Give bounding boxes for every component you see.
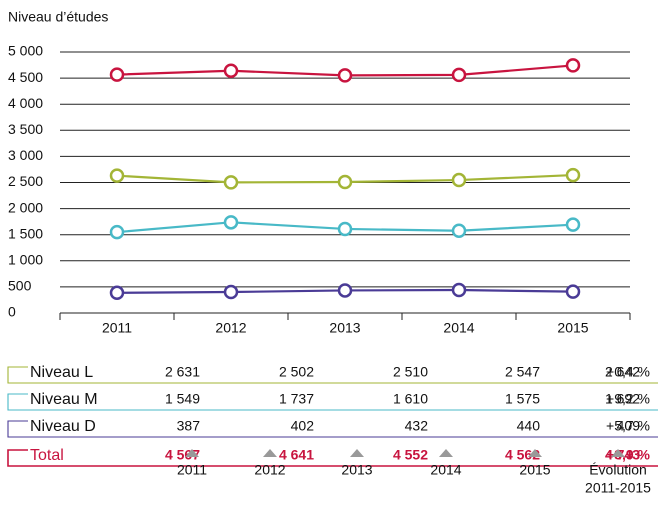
x-tick-label: 2015 — [557, 320, 588, 336]
table-value: 402 — [291, 418, 315, 434]
table-value: 4 552 — [393, 447, 428, 463]
x-tick-label: 2014 — [443, 320, 474, 336]
legend-label: Niveau L — [30, 364, 93, 381]
y-tick-label: 2 500 — [8, 173, 43, 189]
table-value: 1 610 — [393, 391, 428, 407]
legend-label: Niveau D — [30, 418, 96, 435]
table-year: 2011 — [177, 462, 207, 478]
table-value: 2 642 — [605, 364, 640, 380]
marker — [451, 172, 467, 188]
marker — [223, 175, 239, 190]
marker — [337, 174, 353, 190]
marker — [109, 67, 125, 82]
marker — [223, 215, 239, 230]
marker — [565, 58, 581, 73]
arrow — [350, 449, 364, 457]
legend-label: Total — [30, 447, 64, 464]
table-value: 2 631 — [165, 364, 200, 380]
y-tick-label: 4 500 — [8, 69, 43, 85]
table-value: 1 737 — [279, 391, 314, 407]
y-tick-label: 500 — [8, 278, 32, 294]
table-value: 2 502 — [279, 364, 314, 380]
row-rule — [7, 420, 658, 438]
marker — [451, 282, 467, 298]
y-tick-label: 2 000 — [8, 199, 43, 215]
marker — [451, 67, 467, 83]
table-year: 2015 — [519, 462, 550, 478]
evolution-header: Évolution — [589, 462, 647, 478]
marker — [109, 285, 125, 301]
table-year: 2013 — [341, 462, 372, 478]
x-tick-label: 2013 — [329, 320, 360, 336]
marker — [565, 217, 581, 232]
arrow — [263, 449, 277, 457]
row-rule — [7, 366, 658, 384]
table-value: 440 — [517, 418, 541, 434]
marker — [565, 284, 581, 299]
marker — [223, 284, 239, 300]
table-value: 1 692 — [605, 391, 640, 407]
evolution-value: +0,4 % — [606, 364, 650, 380]
y-tick-label: 1 500 — [8, 225, 43, 241]
marker — [565, 167, 581, 183]
marker — [223, 63, 239, 78]
evolution-value: +5,7 % — [606, 418, 650, 434]
marker — [337, 283, 353, 298]
evolution-value: +3,9 % — [606, 447, 651, 463]
table-value: 2 510 — [393, 364, 428, 380]
x-tick-label: 2011 — [102, 320, 132, 336]
y-tick-label: 1 000 — [8, 252, 43, 268]
arrow — [611, 449, 625, 457]
table-value: 432 — [405, 418, 429, 434]
row-rule — [7, 449, 658, 467]
table-value: 409 — [617, 418, 641, 434]
table-year: 2014 — [430, 462, 461, 478]
chart-title: Niveau d’études — [8, 9, 108, 25]
marker — [109, 224, 125, 240]
table-value: 2 547 — [505, 364, 540, 380]
table-year: 2012 — [254, 462, 285, 478]
table-value: 1 575 — [505, 391, 540, 407]
table-value: 4 641 — [279, 447, 314, 463]
marker — [337, 68, 353, 83]
arrow — [185, 449, 199, 457]
y-tick-label: 3 500 — [8, 121, 43, 137]
marker — [337, 221, 353, 237]
evolution-value: +9,2 % — [606, 391, 650, 407]
marker — [451, 223, 467, 239]
table-value: 387 — [177, 418, 201, 434]
table-value: 1 549 — [165, 391, 200, 407]
table-value: 4 562 — [505, 447, 540, 463]
y-tick-label: 0 — [8, 304, 16, 320]
legend-label: Niveau M — [30, 391, 98, 408]
y-tick-label: 4 000 — [8, 95, 43, 111]
arrow — [439, 449, 453, 457]
y-tick-label: 3 000 — [8, 147, 43, 163]
y-tick-label: 5 000 — [8, 43, 43, 59]
arrow — [528, 449, 542, 457]
evolution-header: 2011-2015 — [585, 480, 651, 496]
x-tick-label: 2012 — [215, 320, 246, 336]
row-rule — [7, 393, 658, 411]
marker — [109, 168, 125, 183]
